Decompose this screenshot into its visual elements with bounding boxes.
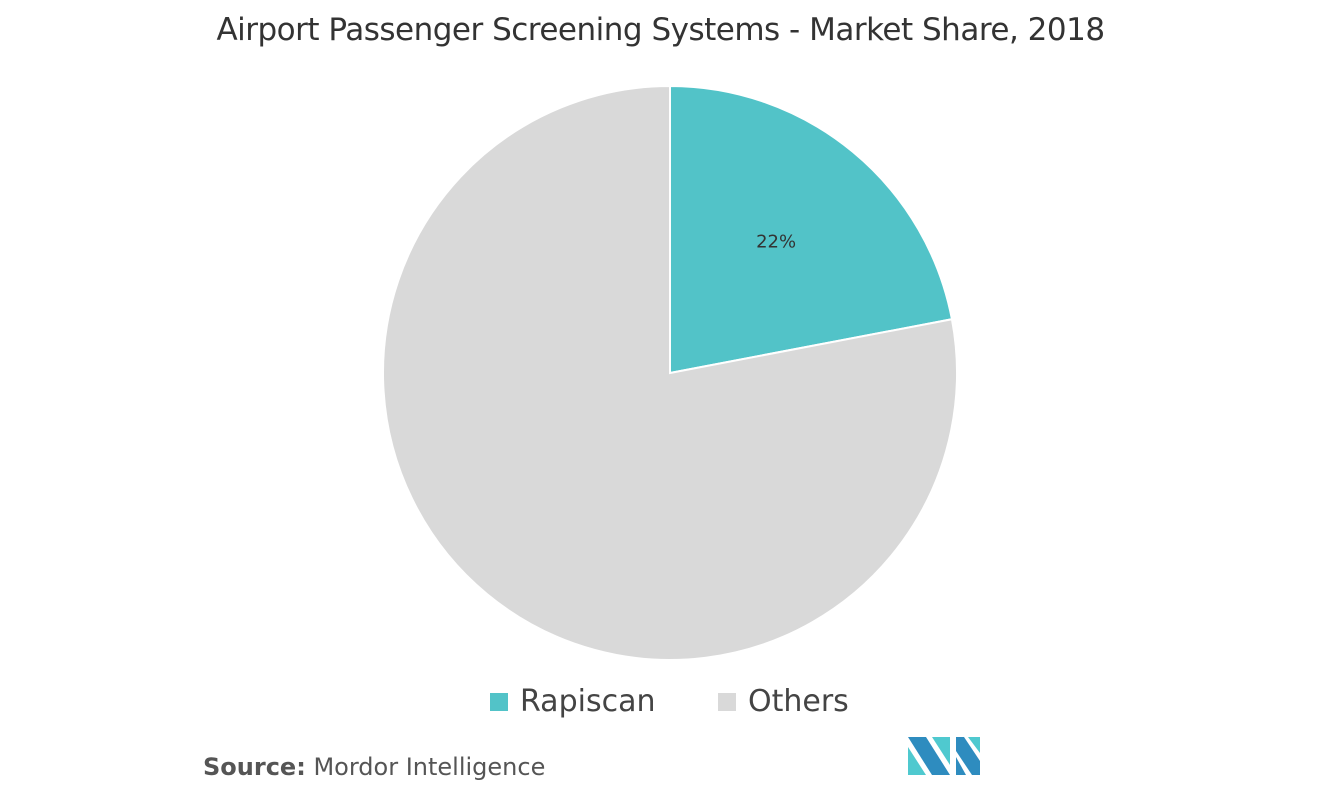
legend-item-rapiscan: Rapiscan: [490, 684, 655, 719]
source-text: Mordor Intelligence: [313, 753, 546, 781]
pie-chart: 22%: [382, 84, 958, 661]
pie-slice-rapiscan: [669, 84, 954, 375]
legend-swatch-rapiscan: [490, 692, 508, 711]
legend-label-rapiscan: Rapiscan: [520, 684, 656, 719]
source-label: Source:: [203, 753, 306, 781]
legend-label-others: Others: [748, 684, 849, 719]
mordor-intelligence-logo: [908, 737, 980, 775]
source-note: Source: Mordor Intelligence: [203, 753, 545, 781]
pie-slice-others: [382, 84, 958, 661]
data-label-rapiscan: 22%: [756, 232, 796, 253]
legend-item-others: Others: [718, 684, 849, 719]
legend-swatch-others: [718, 692, 736, 711]
chart-title: Airport Passenger Screening Systems - Ma…: [216, 12, 1105, 48]
